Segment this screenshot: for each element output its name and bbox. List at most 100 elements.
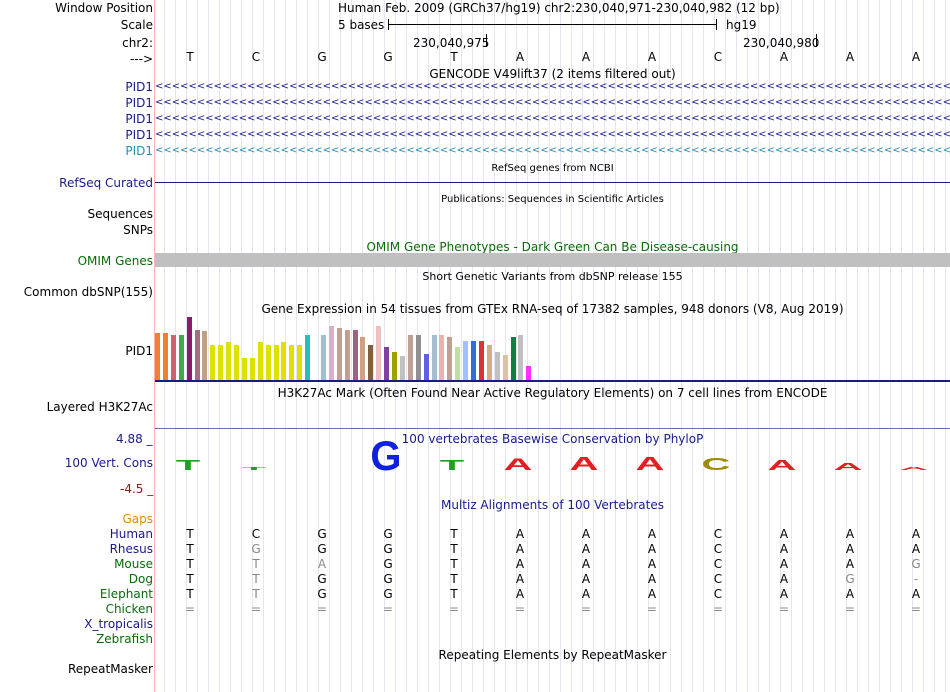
gtex-tissue-bar[interactable]: [415, 335, 421, 380]
gtex-tissue-bar[interactable]: [186, 317, 192, 380]
gencode-transcript-label[interactable]: PID1: [125, 112, 153, 126]
gtex-tissue-bar[interactable]: [249, 358, 255, 380]
multiz-species-label[interactable]: X_tropicalis: [84, 617, 153, 631]
refseq-gene-line[interactable]: [155, 182, 950, 183]
gtex-tissue-bar[interactable]: [399, 356, 405, 380]
gtex-tissue-bar[interactable]: [526, 366, 532, 380]
gtex-tissue-bar[interactable]: [352, 330, 358, 380]
gtex-tissue-bar[interactable]: [494, 352, 500, 380]
repeatmasker-track-title[interactable]: Repeating Elements by RepeatMasker: [438, 648, 667, 662]
assembly-position-text[interactable]: Human Feb. 2009 (GRCh37/hg19) chr2:230,0…: [338, 1, 780, 15]
multiz-species-label[interactable]: Chicken: [105, 602, 153, 616]
gtex-tissue-bar[interactable]: [162, 333, 168, 380]
gencode-track-title[interactable]: GENCODE V49lift37 (2 items filtered out): [429, 67, 676, 81]
multiz-base: A: [779, 542, 789, 556]
gtex-tissue-bar[interactable]: [305, 335, 311, 380]
gtex-tissue-bar[interactable]: [486, 345, 492, 380]
omim-track-label[interactable]: OMIM Genes: [77, 254, 153, 268]
gencode-transcript-line[interactable]: <<<<<<<<<<<<<<<<<<<<<<<<<<<<<<<<<<<<<<<<…: [155, 145, 950, 156]
gencode-transcript-line[interactable]: <<<<<<<<<<<<<<<<<<<<<<<<<<<<<<<<<<<<<<<<…: [155, 113, 950, 124]
gtex-tissue-bar[interactable]: [218, 345, 224, 380]
gaps-label[interactable]: Gaps: [122, 512, 153, 526]
snps-label[interactable]: SNPs: [123, 223, 153, 237]
multiz-base: G: [911, 557, 921, 571]
repeatmasker-track-label[interactable]: RepeatMasker: [67, 662, 153, 676]
gtex-tissue-bar[interactable]: [281, 342, 287, 380]
gtex-tissue-bar[interactable]: [297, 345, 303, 380]
gtex-tissue-bar[interactable]: [502, 355, 508, 380]
multiz-base: T: [252, 572, 260, 586]
sequences-label[interactable]: Sequences: [87, 207, 153, 221]
gtex-tissue-bar[interactable]: [423, 354, 429, 380]
multiz-species-label[interactable]: Mouse: [114, 557, 153, 571]
gtex-tissue-bar[interactable]: [447, 337, 453, 380]
gtex-tissue-bar[interactable]: [226, 342, 232, 380]
gtex-tissue-bar[interactable]: [273, 345, 279, 380]
gtex-tissue-bar[interactable]: [210, 345, 216, 380]
gtex-tissue-bar[interactable]: [178, 335, 184, 380]
gtex-tissue-bar[interactable]: [241, 358, 247, 380]
gtex-tissue-bar[interactable]: [265, 345, 271, 380]
refseq-track-label[interactable]: RefSeq Curated: [59, 176, 153, 190]
multiz-species-label[interactable]: Zebrafish: [96, 632, 153, 646]
gtex-tissue-bar[interactable]: [376, 326, 382, 380]
gtex-tissue-bar[interactable]: [368, 345, 374, 380]
gencode-transcript-line[interactable]: <<<<<<<<<<<<<<<<<<<<<<<<<<<<<<<<<<<<<<<<…: [155, 81, 950, 92]
omim-track-title[interactable]: OMIM Gene Phenotypes - Dark Green Can Be…: [366, 240, 739, 254]
multiz-species-label[interactable]: Rhesus: [109, 542, 153, 556]
multiz-base: =: [910, 602, 922, 616]
gtex-tissue-bar[interactable]: [194, 330, 200, 380]
publications-track-title[interactable]: Publications: Sequences in Scientific Ar…: [441, 194, 664, 205]
multiz-species-label[interactable]: Elephant: [99, 587, 153, 601]
grid-line: [549, 0, 550, 692]
multiz-base: A: [647, 587, 657, 601]
gtex-tissue-bar[interactable]: [510, 337, 516, 380]
gtex-tissue-bar[interactable]: [392, 352, 397, 380]
gtex-track-title[interactable]: Gene Expression in 54 tissues from GTEx …: [261, 302, 844, 316]
gtex-tissue-bar[interactable]: [518, 335, 524, 380]
gtex-tissue-bar[interactable]: [289, 345, 295, 380]
gtex-tissue-bar[interactable]: [155, 333, 160, 380]
gencode-transcript-line[interactable]: <<<<<<<<<<<<<<<<<<<<<<<<<<<<<<<<<<<<<<<<…: [155, 129, 950, 140]
gtex-tissue-bar[interactable]: [336, 328, 342, 380]
grid-line: [373, 0, 374, 692]
multiz-track-title[interactable]: Multiz Alignments of 100 Vertebrates: [440, 498, 665, 512]
gtex-tissue-bar[interactable]: [439, 335, 445, 380]
gtex-track-label[interactable]: PID1: [125, 344, 153, 358]
gtex-tissue-bar[interactable]: [384, 347, 390, 380]
gtex-tissue-bar[interactable]: [170, 335, 176, 380]
gtex-tissue-bar[interactable]: [320, 335, 326, 380]
dbsnp-track-title[interactable]: Short Genetic Variants from dbSNP releas…: [422, 270, 683, 283]
multiz-base: =: [844, 602, 856, 616]
multiz-species-label[interactable]: Dog: [128, 572, 153, 586]
grid-line: [560, 0, 561, 692]
gtex-tissue-bar[interactable]: [344, 330, 350, 380]
gtex-tissue-bar[interactable]: [328, 326, 334, 380]
gencode-transcript-label[interactable]: PID1: [125, 128, 153, 142]
multiz-base: A: [845, 527, 855, 541]
phylop-track-title[interactable]: 100 vertebrates Basewise Conservation by…: [401, 432, 704, 446]
gtex-tissue-bar[interactable]: [431, 335, 437, 380]
h3k27ac-track-title[interactable]: H3K27Ac Mark (Often Found Near Active Re…: [277, 386, 828, 400]
gtex-tissue-bar[interactable]: [202, 331, 208, 380]
gtex-tissue-bar[interactable]: [478, 341, 484, 380]
multiz-species-label[interactable]: Human: [109, 527, 153, 541]
gtex-tissue-bar[interactable]: [257, 342, 263, 380]
h3k27ac-track-label[interactable]: Layered H3K27Ac: [46, 400, 153, 414]
refseq-track-title[interactable]: RefSeq genes from NCBI: [491, 163, 614, 174]
dbsnp-track-label[interactable]: Common dbSNP(155): [23, 285, 153, 299]
gtex-tissue-bar[interactable]: [407, 335, 413, 380]
gencode-transcript-label[interactable]: PID1: [125, 80, 153, 94]
gencode-transcript-label[interactable]: PID1: [125, 144, 153, 158]
gencode-transcript-line[interactable]: <<<<<<<<<<<<<<<<<<<<<<<<<<<<<<<<<<<<<<<<…: [155, 97, 950, 108]
gtex-gene-line[interactable]: [155, 380, 950, 382]
gtex-tissue-bar[interactable]: [234, 345, 239, 380]
omim-gene-bar[interactable]: [155, 253, 950, 267]
gtex-tissue-bar[interactable]: [463, 341, 469, 380]
gtex-tissue-bar[interactable]: [455, 347, 461, 380]
gtex-tissue-bar[interactable]: [360, 337, 366, 380]
phylop-track-label[interactable]: 100 Vert. Cons: [64, 456, 153, 470]
gtex-tissue-bar[interactable]: [471, 341, 476, 380]
gencode-transcript-label[interactable]: PID1: [125, 96, 153, 110]
